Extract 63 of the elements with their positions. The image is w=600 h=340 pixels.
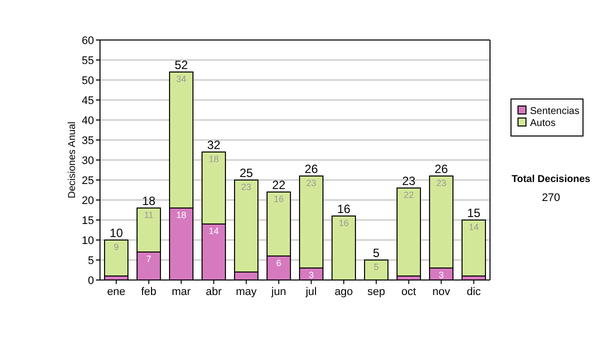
bar (396, 188, 421, 276)
x-tick-label: ene (107, 286, 126, 298)
total-label: 10 (110, 226, 124, 240)
data-label: 3 (438, 270, 444, 280)
data-label: 7 (146, 254, 152, 264)
y-tick-label: 25 (82, 174, 94, 187)
y-tick-label: 30 (82, 154, 94, 167)
x-tick-label: jul (304, 286, 317, 298)
x-tick-label: mar (172, 286, 192, 298)
data-label: 5 (374, 262, 379, 272)
x-tick-label: nov (432, 286, 451, 298)
data-label: 14 (208, 226, 219, 236)
total-label: 22 (272, 178, 286, 192)
data-label: 22 (404, 190, 414, 200)
data-label: 9 (114, 242, 119, 252)
total-label: 18 (142, 194, 156, 208)
data-label: 11 (144, 210, 154, 220)
y-tick-label: 55 (82, 54, 94, 67)
y-axis-title: Decisiones Anual (67, 122, 78, 198)
data-label: 34 (176, 74, 186, 84)
data-label: 18 (208, 154, 219, 164)
data-label: 3 (308, 270, 314, 280)
x-tick-label: abr (206, 286, 222, 298)
y-tick-label: 45 (82, 94, 94, 107)
x-tick-label: ago (334, 286, 353, 298)
y-tick-label: 5 (88, 254, 94, 267)
total-label: 32 (207, 138, 221, 152)
y-tick-label: 10 (82, 234, 94, 247)
total-label: 25 (240, 166, 254, 180)
data-label: 23 (241, 182, 252, 192)
y-tick-label: 0 (88, 274, 94, 287)
data-label: 14 (468, 222, 479, 232)
x-tick-label: feb (141, 286, 156, 298)
y-tick-label: 35 (82, 134, 94, 147)
bar (104, 240, 128, 276)
text: Total Decisiones (512, 174, 591, 185)
x-tick-label: jun (270, 286, 286, 298)
total-label: 5 (372, 246, 380, 260)
x-tick-label: sep (367, 286, 386, 298)
y-tick-label: 15 (82, 214, 94, 227)
data-label: 23 (436, 178, 446, 188)
data-label: 6 (276, 258, 282, 268)
data-label: 16 (274, 194, 284, 204)
data-label: 23 (306, 178, 316, 188)
x-tick-label: may (236, 286, 258, 298)
bar (462, 220, 486, 276)
y-tick-label: 50 (82, 74, 94, 87)
text: 270 (542, 192, 560, 204)
y-tick-label: 20 (82, 194, 94, 207)
legend-label: Sentencias (530, 106, 580, 117)
y-tick-label: 60 (82, 34, 94, 47)
y-tick-label: 40 (82, 114, 94, 127)
x-tick-label: dic (466, 286, 482, 298)
total-label: 23 (402, 174, 416, 188)
data-label: 18 (176, 210, 186, 220)
total-label: 26 (304, 162, 318, 176)
data-label: 16 (338, 218, 349, 228)
x-tick-label: oct (401, 286, 416, 298)
total-label: 16 (337, 202, 351, 216)
total-label: 26 (434, 162, 448, 176)
total-label: 15 (467, 206, 481, 220)
legend-label: Autos (530, 118, 556, 129)
total-label: 52 (174, 58, 188, 72)
